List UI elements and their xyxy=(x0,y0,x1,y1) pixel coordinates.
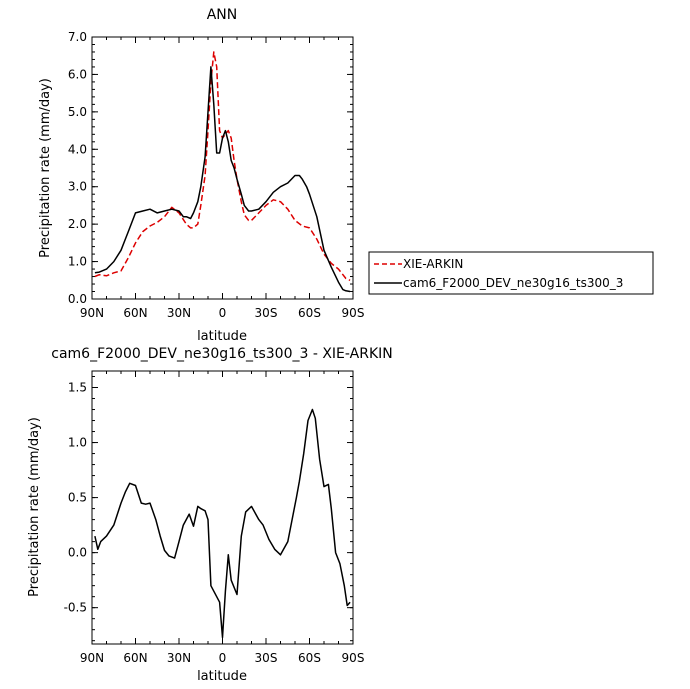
top-y-tick-label: 4.0 xyxy=(68,142,87,156)
bottom-ticks: 90N 60N 30N 0 30S 60S 90S -0.5 0.0 0.5 1.0 1.5 xyxy=(64,371,365,665)
bottom-panel: cam6_F2000_DEV_ne30g16_ts300_3 - XIE-ARK… xyxy=(27,346,393,684)
top-x-tick-label: 30S xyxy=(255,306,278,320)
top-chart-title: ANN xyxy=(207,7,238,23)
bottom-x-tick-label: 30S xyxy=(255,651,278,665)
bottom-x-tick-label: 90N xyxy=(80,651,104,665)
top-x-tick-label: 90N xyxy=(80,306,104,320)
top-series xyxy=(94,51,351,293)
bottom-x-axis-label: latitude xyxy=(197,669,247,684)
legend-label-cam6: cam6_F2000_DEV_ne30g16_ts300_3 xyxy=(403,276,623,290)
top-x-tick-label: 90S xyxy=(342,306,365,320)
top-y-axis-label: Precipitation rate (mm/day) xyxy=(38,78,53,258)
top-ticks: 90N 60N 30N 0 30S 60S 90S 0.0 1.0 2.0 3.0 4.0 5.0 6.0… xyxy=(68,30,365,320)
top-y-tick-label: 2.0 xyxy=(68,217,87,231)
top-panel: ANN 90N 60N 30N 0 30S 60S 90S 0.0 1.0 2.0 3.0 4.0 5.… xyxy=(38,7,364,344)
top-x-tick-label: 0 xyxy=(219,306,227,320)
top-y-tick-label: 7.0 xyxy=(68,30,87,44)
bottom-x-tick-label: 60S xyxy=(298,651,321,665)
top-series-line-0 xyxy=(94,51,351,281)
top-plot-frame xyxy=(91,36,354,300)
top-y-tick-label: 5.0 xyxy=(68,105,87,119)
top-y-tick-label: 0.0 xyxy=(68,292,87,306)
bottom-x-tick-label: 90S xyxy=(342,651,365,665)
top-y-tick-label: 6.0 xyxy=(68,67,87,81)
bottom-y-axis-label: Precipitation rate (mm/day) xyxy=(27,417,42,597)
bottom-y-tick-label: 0.5 xyxy=(68,491,87,505)
top-x-axis-label: latitude xyxy=(197,329,247,344)
bottom-y-tick-label: 1.5 xyxy=(68,381,87,395)
bottom-x-tick-label: 30N xyxy=(167,651,191,665)
top-x-tick-label: 30N xyxy=(167,306,191,320)
legend-label-xie-arkin: XIE-ARKIN xyxy=(403,257,463,271)
bottom-series-line-0 xyxy=(94,408,351,639)
bottom-y-tick-label: 0.0 xyxy=(68,546,87,560)
top-y-tick-label: 1.0 xyxy=(68,255,87,269)
top-x-tick-label: 60S xyxy=(298,306,321,320)
bottom-y-tick-label: 1.0 xyxy=(68,436,87,450)
bottom-chart-title: cam6_F2000_DEV_ne30g16_ts300_3 - XIE-ARK… xyxy=(51,346,392,362)
bottom-series xyxy=(94,408,351,639)
bottom-y-tick-label: -0.5 xyxy=(64,601,87,615)
bottom-x-tick-label: 0 xyxy=(219,651,227,665)
bottom-x-tick-label: 60N xyxy=(123,651,147,665)
legend: XIE-ARKIN cam6_F2000_DEV_ne30g16_ts300_3 xyxy=(368,251,654,295)
top-y-tick-label: 3.0 xyxy=(68,180,87,194)
legend-box xyxy=(368,251,654,295)
top-x-tick-label: 60N xyxy=(123,306,147,320)
top-series-line-1 xyxy=(94,66,351,293)
